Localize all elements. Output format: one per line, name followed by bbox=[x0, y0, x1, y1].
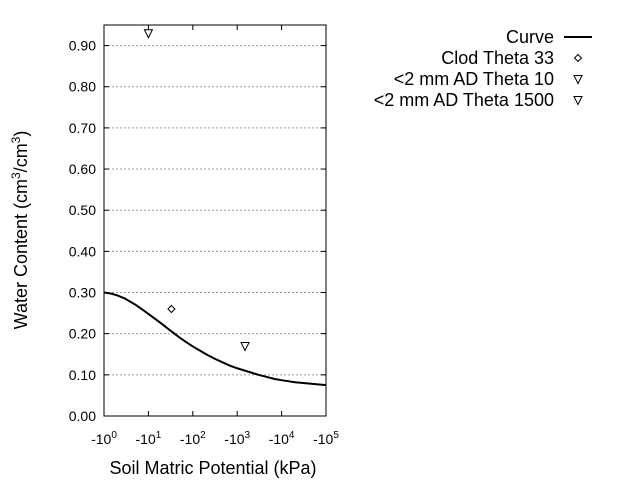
x-tick-label: -100 bbox=[91, 430, 117, 447]
y-axis-label-suffix: ) bbox=[11, 131, 31, 137]
y-axis-label-prefix: Water Content (cm bbox=[11, 179, 31, 329]
x-tick-label: -102 bbox=[180, 430, 206, 447]
y-tick-label: 0.50 bbox=[69, 202, 96, 218]
x-tick-label-exponent: 2 bbox=[200, 430, 206, 441]
x-tick-label-base: -10 bbox=[269, 431, 289, 447]
legend-diamond-symbol bbox=[573, 53, 583, 63]
y-tick-label: 0.80 bbox=[69, 79, 96, 95]
x-tick-labels: -100 -101 -102 -103 -104 -105 bbox=[91, 430, 339, 447]
axes bbox=[103, 24, 327, 417]
x-tick-label: -105 bbox=[313, 430, 339, 447]
triangle-down-data-point bbox=[240, 342, 250, 352]
y-tick-label: 0.90 bbox=[69, 38, 96, 54]
x-tick-label-exponent: 3 bbox=[245, 430, 251, 441]
y-axis-label: Water Content (cm3/cm3) bbox=[9, 131, 31, 330]
y-tick-labels: 0.00 0.10 0.20 0.30 0.40 0.50 0.60 0.70 0.80 0.90 bbox=[69, 38, 96, 424]
y-axis-label-mid: /cm bbox=[11, 143, 31, 172]
x-tick-label-base: -10 bbox=[224, 431, 244, 447]
y-axis-label-sup1: 3 bbox=[9, 172, 23, 179]
x-tick-label: -104 bbox=[269, 430, 295, 447]
x-axis-label: Soil Matric Potential (kPa) bbox=[109, 458, 316, 478]
legend-label: <2 mm AD Theta 1500 bbox=[374, 90, 554, 110]
y-tick-label: 0.20 bbox=[69, 326, 96, 342]
legend-label: Clod Theta 33 bbox=[441, 48, 554, 68]
curve-line bbox=[103, 291, 327, 387]
y-tick-label: 0.30 bbox=[69, 285, 96, 301]
x-tick-label: -101 bbox=[136, 430, 162, 447]
y-tick-label: 0.70 bbox=[69, 120, 96, 136]
diamond-data-point bbox=[167, 304, 176, 314]
x-tick-label-exponent: 0 bbox=[111, 430, 117, 441]
y-axis-label-sup2: 3 bbox=[9, 136, 23, 143]
legend-triangle-down-symbol bbox=[573, 96, 583, 106]
triangle-down-data-point bbox=[143, 29, 154, 39]
x-tick-label: -103 bbox=[224, 430, 250, 447]
x-tick-label-base: -10 bbox=[180, 431, 200, 447]
x-tick-label-base: -10 bbox=[91, 431, 111, 447]
x-tick-label-exponent: 5 bbox=[333, 430, 339, 441]
y-tick-label: 0.00 bbox=[69, 408, 96, 424]
plot-frame bbox=[103, 24, 327, 417]
y-tick-label: 0.10 bbox=[69, 367, 96, 383]
x-tick-label-base: -10 bbox=[136, 431, 156, 447]
legend-label: Curve bbox=[506, 27, 554, 47]
grid-lines bbox=[104, 45, 326, 376]
x-tick-label-exponent: 4 bbox=[289, 430, 295, 441]
y-tick-label: 0.40 bbox=[69, 243, 96, 259]
legend-triangle-down-symbol bbox=[573, 75, 583, 85]
legend-label: <2 mm AD Theta 10 bbox=[394, 69, 554, 89]
x-tick-label-exponent: 1 bbox=[156, 430, 162, 441]
x-tick-label-base: -10 bbox=[313, 431, 333, 447]
plot-series bbox=[103, 29, 327, 387]
y-tick-label: 0.60 bbox=[69, 161, 96, 177]
